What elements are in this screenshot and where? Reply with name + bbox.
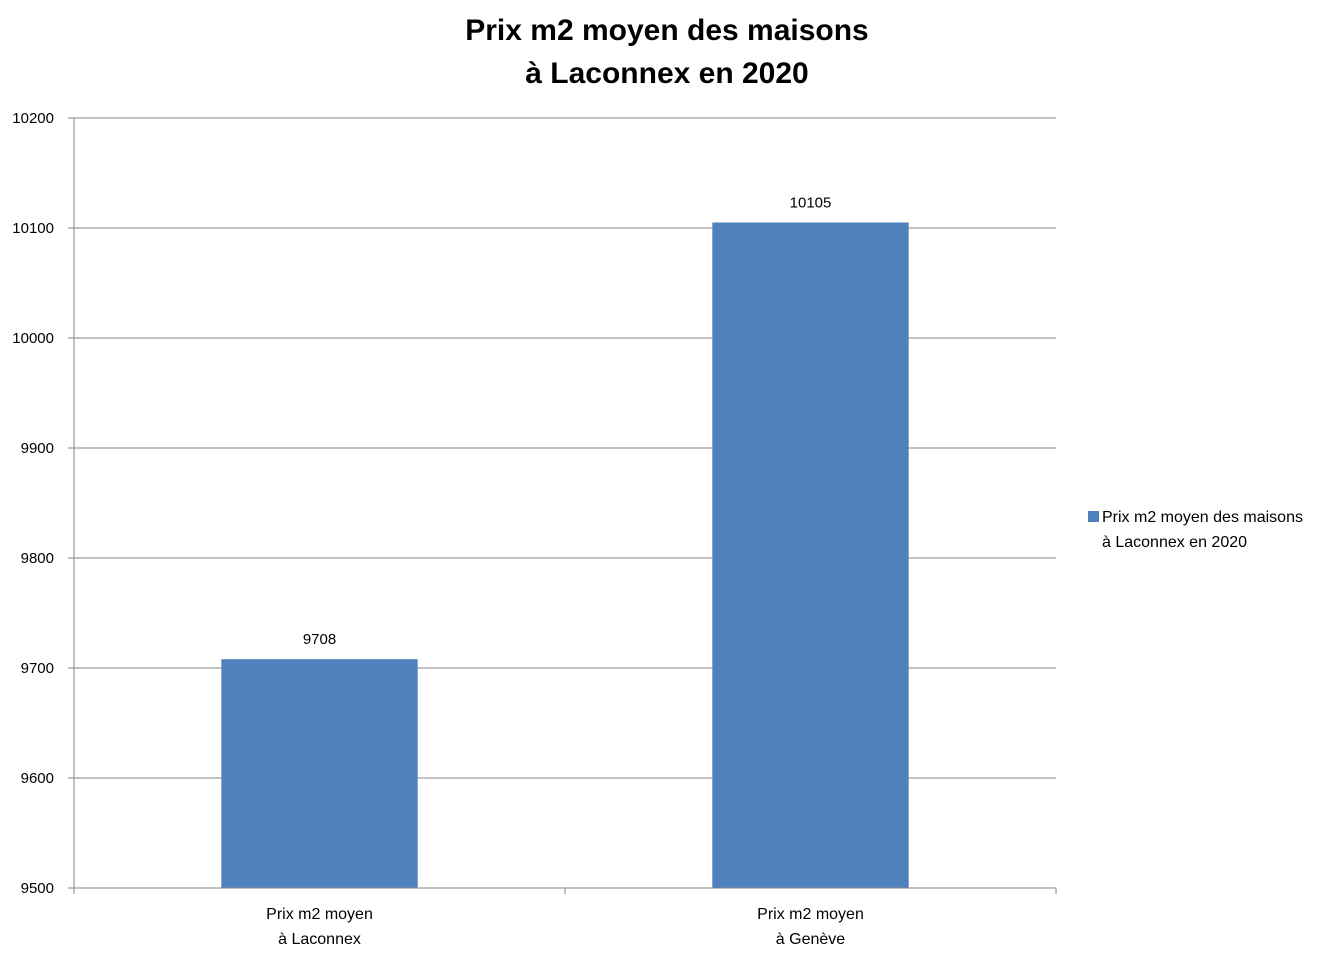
x-category-label: Prix m2 moyen — [757, 906, 864, 923]
y-tick-label: 9700 — [21, 660, 54, 677]
legend-swatch — [1088, 511, 1099, 522]
y-tick-label: 10100 — [12, 220, 54, 237]
y-tick-label: 10000 — [12, 330, 54, 347]
y-tick-label: 9900 — [21, 440, 54, 457]
legend-label-line-2: à Laconnex en 2020 — [1102, 534, 1247, 551]
bars — [221, 222, 909, 888]
legend-label-line-1: Prix m2 moyen des maisons — [1102, 509, 1303, 526]
x-category-label: à Laconnex — [278, 931, 361, 948]
bar — [712, 222, 909, 888]
y-axis: 9500 9600 9700 9800 9900 10000 10100 10200 — [12, 110, 75, 897]
legend: Prix m2 moyen des maisons à Laconnex en … — [1088, 509, 1303, 551]
chart-title-line-2: à Laconnex en 2020 — [525, 57, 808, 90]
data-labels: 9708 10105 — [303, 195, 832, 649]
y-tick-label: 9500 — [21, 880, 54, 897]
data-label: 10105 — [790, 195, 832, 212]
bar — [221, 659, 418, 888]
y-tick-label: 9800 — [21, 550, 54, 567]
data-label: 9708 — [303, 631, 336, 648]
x-category-label: à Genève — [776, 931, 845, 948]
chart-title: Prix m2 moyen des maisons à Laconnex en … — [465, 14, 869, 90]
chart-title-line-1: Prix m2 moyen des maisons — [465, 14, 869, 47]
y-tick-label: 10200 — [12, 110, 54, 127]
y-tick-label: 9600 — [21, 770, 54, 787]
x-axis: Prix m2 moyen à Laconnex Prix m2 moyen à Ge… — [73, 887, 1057, 948]
x-category-label: Prix m2 moyen — [266, 906, 373, 923]
